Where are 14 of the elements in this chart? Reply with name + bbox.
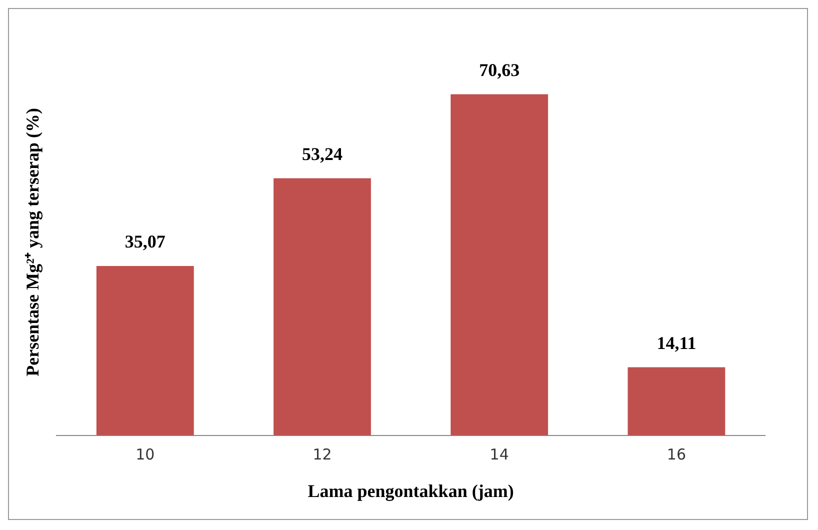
x-tick-label: 10 — [136, 445, 155, 464]
x-tick-label: 16 — [666, 445, 686, 464]
bar — [96, 266, 194, 436]
y-axis-title: Persentase Mg²⁺ yang terserap (%) — [22, 108, 42, 376]
data-label: 53,24 — [302, 144, 342, 164]
data-label: 35,07 — [124, 232, 166, 252]
x-tick-label: 12 — [312, 445, 332, 464]
x-tick-label: 14 — [490, 445, 509, 464]
bar — [274, 178, 371, 436]
x-axis-title: Lama pengontakkan (jam) — [308, 480, 514, 501]
data-label: 14,11 — [656, 332, 696, 353]
bar — [450, 94, 548, 436]
bar — [628, 367, 726, 436]
data-label: 70,63 — [479, 60, 520, 80]
